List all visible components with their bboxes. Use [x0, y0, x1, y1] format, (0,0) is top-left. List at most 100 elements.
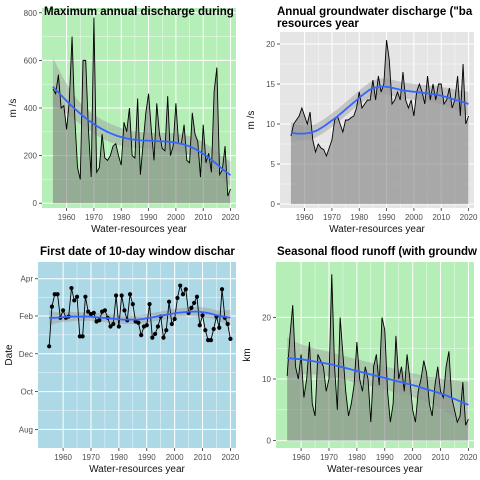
data-point [183, 287, 188, 292]
x-tick-label: 1970 [323, 213, 341, 222]
x-tick-label: 1960 [58, 213, 76, 222]
y-tick-label: 20 [262, 313, 271, 322]
chart-panel-4: 0 10 20 1960 1970 1980 1990 2000 2010 2020 Seasona… [242, 246, 478, 475]
smooth-curve [49, 310, 231, 321]
data-point [119, 293, 124, 298]
data-point [178, 283, 183, 288]
chart-panel-3: Aug Oct Dec Feb Apr 1960 1970 1980 1990 2000 2010 2… [4, 246, 240, 475]
x-tick-label: 2020 [222, 213, 240, 222]
x-tick-label: 1960 [296, 213, 314, 222]
chart-title: Annual groundwater discharge ("ba [277, 6, 473, 18]
data-point [203, 328, 208, 333]
chart-panel-1: 0 200 400 600 800 1960 1970 1980 1990 2000 2010 202… [8, 6, 240, 235]
data-point [189, 305, 194, 310]
data-point [72, 298, 77, 303]
data-point [49, 304, 55, 309]
y-tick-label: 10 [266, 120, 275, 129]
y-tick-label: 0 [33, 199, 38, 208]
confidence-band [287, 337, 469, 429]
data-point [169, 321, 174, 327]
plot-area [52, 17, 232, 204]
data-point [219, 287, 225, 292]
data-point [197, 323, 202, 328]
plot-area [286, 274, 469, 441]
data-point [155, 324, 161, 329]
plot-background [38, 262, 236, 448]
x-tick-label: 1990 [140, 213, 158, 222]
y-tick-label: 200 [24, 152, 38, 161]
data-point [194, 294, 200, 299]
data-point [102, 308, 108, 313]
y-tick-label: Feb [19, 312, 33, 321]
y-tick-label: 20 [266, 40, 275, 49]
x-tick-label: 2000 [404, 453, 422, 462]
x-tick-label: 1970 [85, 213, 103, 222]
x-tick-label: 1980 [350, 213, 368, 222]
data-point [127, 292, 133, 297]
x-axis-label: Water-resources year [91, 224, 187, 235]
x-tick-label: 1960 [292, 453, 310, 462]
y-axis-label: km [242, 348, 253, 361]
y-tick-label: 10 [262, 375, 271, 384]
data-point [91, 310, 96, 315]
y-tick-label: 0 [271, 200, 276, 209]
x-tick-label: 1960 [54, 453, 72, 462]
chart-title: Maximum annual discharge during [44, 6, 234, 18]
data-point [86, 309, 91, 314]
y-tick-label: Dec [19, 350, 33, 359]
data-point [69, 285, 74, 291]
x-tick-label: 1990 [378, 213, 396, 222]
data-point [180, 292, 186, 297]
y-tick-label: 5 [271, 160, 276, 169]
x-tick-label: 2000 [405, 213, 423, 222]
y-tick-label: 400 [24, 104, 38, 113]
data-point [200, 313, 205, 318]
data-point [192, 300, 197, 306]
y-axis-label: m /s [8, 99, 19, 118]
data-line [52, 17, 231, 197]
data-point [111, 321, 116, 327]
data-point [136, 320, 141, 325]
x-axis-label: Water-resources year [327, 464, 423, 475]
confidence-band [290, 78, 469, 142]
data-point [144, 323, 149, 328]
x-tick-label: 1970 [82, 453, 100, 462]
y-tick-label: Oct [21, 388, 34, 397]
x-tick-label: 1970 [320, 453, 338, 462]
data-point [161, 335, 166, 340]
x-tick-label: 2000 [167, 213, 185, 222]
x-tick-label: 2020 [460, 453, 478, 462]
x-tick-label: 1980 [110, 453, 128, 462]
data-point [150, 335, 155, 340]
data-point [60, 308, 66, 313]
chart-title: Seasonal flood runoff (with groundw [277, 246, 477, 258]
data-point [175, 295, 180, 301]
data-point [130, 302, 135, 307]
smooth-curve [290, 85, 469, 135]
x-tick-label: 1990 [138, 453, 156, 462]
x-tick-label: 2020 [460, 213, 478, 222]
data-point [164, 328, 169, 333]
x-tick-label: 2010 [432, 213, 450, 222]
data-point [108, 324, 113, 329]
data-point [139, 333, 144, 338]
data-point [80, 334, 85, 339]
x-tick-label: 1980 [112, 213, 130, 222]
y-tick-label: Aug [19, 425, 33, 434]
smooth-curve [287, 357, 469, 406]
x-tick-label: 2000 [166, 453, 184, 462]
x-axis-label: Water-resources year [329, 224, 425, 235]
data-point [172, 316, 177, 322]
x-tick-label: 1980 [348, 453, 366, 462]
x-tick-label: 1990 [376, 453, 394, 462]
data-point [166, 299, 172, 304]
smooth-curve [52, 85, 232, 176]
data-point [208, 338, 214, 343]
x-tick-label: 2010 [194, 453, 212, 462]
chart-title-line2: resources year [277, 18, 359, 30]
chart-title: First date of 10-day window dischar [40, 246, 235, 258]
data-point [211, 326, 216, 332]
x-tick-label: 2020 [222, 453, 240, 462]
data-line [286, 274, 469, 426]
